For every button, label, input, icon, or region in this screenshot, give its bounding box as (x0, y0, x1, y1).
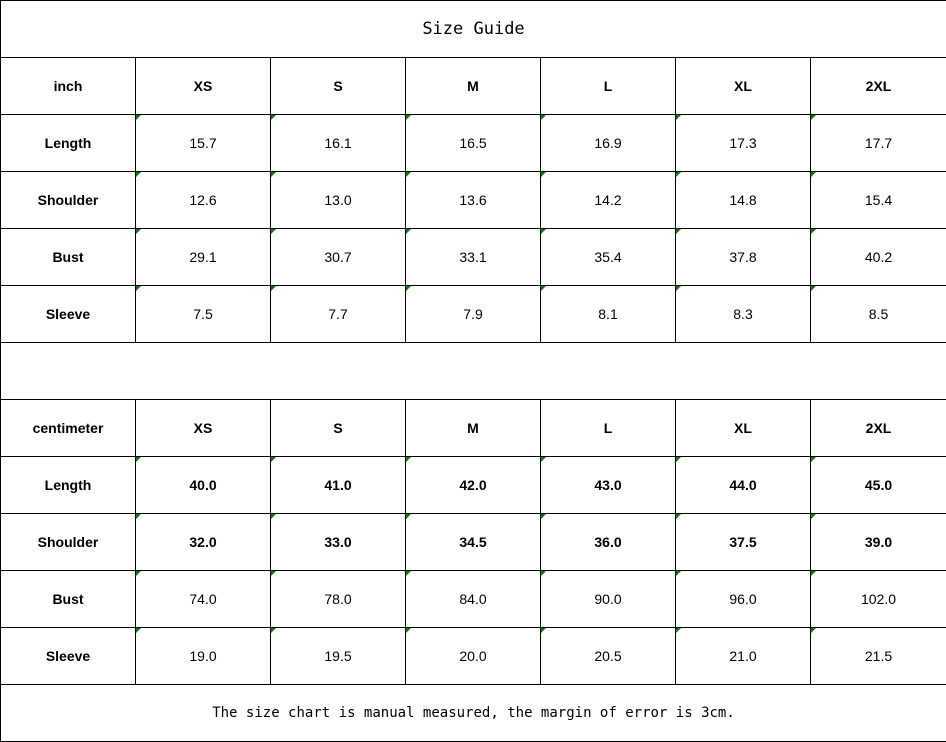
measurement-cell: 13.0 (270, 171, 406, 229)
measurement-cell: 43.0 (540, 456, 676, 514)
row-label: Sleeve (0, 627, 136, 685)
measurement-cell: 20.5 (540, 627, 676, 685)
measurement-cell: 34.5 (405, 513, 541, 571)
measurement-cell: 14.8 (675, 171, 811, 229)
row-label: Shoulder (0, 513, 136, 571)
table-row: Sleeve 19.0 19.5 20.0 20.5 21.0 21.5 (0, 627, 946, 685)
row-label: Bust (0, 228, 136, 286)
table-row: Length 40.0 41.0 42.0 43.0 44.0 45.0 (0, 456, 946, 514)
size-header-xs: XS (135, 399, 271, 457)
measurement-cell: 33.1 (405, 228, 541, 286)
size-header-l: L (540, 57, 676, 115)
measurement-cell: 7.9 (405, 285, 541, 343)
unit-label: inch (0, 57, 136, 115)
measurement-cell: 40.0 (135, 456, 271, 514)
measurement-cell: 37.5 (675, 513, 811, 571)
row-label: Shoulder (0, 171, 136, 229)
measurement-cell: 74.0 (135, 570, 271, 628)
table-row: Bust 74.0 78.0 84.0 90.0 96.0 102.0 (0, 570, 946, 628)
measurement-cell: 90.0 (540, 570, 676, 628)
measurement-cell: 102.0 (810, 570, 946, 628)
note-row: The size chart is manual measured, the m… (0, 684, 946, 742)
measurement-cell: 21.0 (675, 627, 811, 685)
table-row: Length 15.7 16.1 16.5 16.9 17.3 17.7 (0, 114, 946, 172)
measurement-cell: 8.1 (540, 285, 676, 343)
measurement-cell: 8.5 (810, 285, 946, 343)
measurement-cell: 13.6 (405, 171, 541, 229)
measurement-cell: 8.3 (675, 285, 811, 343)
measurement-cell: 35.4 (540, 228, 676, 286)
table-title: Size Guide (0, 0, 946, 58)
measurement-cell: 29.1 (135, 228, 271, 286)
measurement-cell: 19.0 (135, 627, 271, 685)
spacer-row (0, 342, 946, 400)
measurement-cell: 44.0 (675, 456, 811, 514)
measurement-cell: 40.2 (810, 228, 946, 286)
size-header-xl: XL (675, 57, 811, 115)
table-row: Shoulder 12.6 13.0 13.6 14.2 14.8 15.4 (0, 171, 946, 229)
measurement-cell: 16.1 (270, 114, 406, 172)
table-row: Sleeve 7.5 7.7 7.9 8.1 8.3 8.5 (0, 285, 946, 343)
size-header-s: S (270, 57, 406, 115)
measurement-cell: 41.0 (270, 456, 406, 514)
measurement-cell: 19.5 (270, 627, 406, 685)
inch-header-row: inch XS S M L XL 2XL (0, 57, 946, 115)
table-row: Bust 29.1 30.7 33.1 35.4 37.8 40.2 (0, 228, 946, 286)
measurement-cell: 45.0 (810, 456, 946, 514)
measurement-cell: 42.0 (405, 456, 541, 514)
table-row: Shoulder 32.0 33.0 34.5 36.0 37.5 39.0 (0, 513, 946, 571)
measurement-cell: 14.2 (540, 171, 676, 229)
size-header-l: L (540, 399, 676, 457)
measurement-cell: 15.7 (135, 114, 271, 172)
measurement-cell: 37.8 (675, 228, 811, 286)
size-header-2xl: 2XL (810, 399, 946, 457)
measurement-cell: 12.6 (135, 171, 271, 229)
size-header-m: M (405, 399, 541, 457)
measurement-cell: 20.0 (405, 627, 541, 685)
row-label: Length (0, 456, 136, 514)
measurement-cell: 16.9 (540, 114, 676, 172)
measurement-cell: 36.0 (540, 513, 676, 571)
measurement-cell: 33.0 (270, 513, 406, 571)
measurement-note: The size chart is manual measured, the m… (0, 684, 946, 742)
centimeter-header-row: centimeter XS S M L XL 2XL (0, 399, 946, 457)
size-header-xs: XS (135, 57, 271, 115)
row-label: Bust (0, 570, 136, 628)
measurement-cell: 17.7 (810, 114, 946, 172)
measurement-cell: 7.5 (135, 285, 271, 343)
measurement-cell: 15.4 (810, 171, 946, 229)
measurement-cell: 32.0 (135, 513, 271, 571)
size-header-2xl: 2XL (810, 57, 946, 115)
row-label: Sleeve (0, 285, 136, 343)
measurement-cell: 21.5 (810, 627, 946, 685)
unit-label: centimeter (0, 399, 136, 457)
measurement-cell: 30.7 (270, 228, 406, 286)
measurement-cell: 39.0 (810, 513, 946, 571)
size-header-s: S (270, 399, 406, 457)
measurement-cell: 84.0 (405, 570, 541, 628)
measurement-cell: 7.7 (270, 285, 406, 343)
measurement-cell: 78.0 (270, 570, 406, 628)
size-header-m: M (405, 57, 541, 115)
size-header-xl: XL (675, 399, 811, 457)
measurement-cell: 16.5 (405, 114, 541, 172)
spacer-cell (0, 342, 946, 400)
row-label: Length (0, 114, 136, 172)
measurement-cell: 96.0 (675, 570, 811, 628)
measurement-cell: 17.3 (675, 114, 811, 172)
